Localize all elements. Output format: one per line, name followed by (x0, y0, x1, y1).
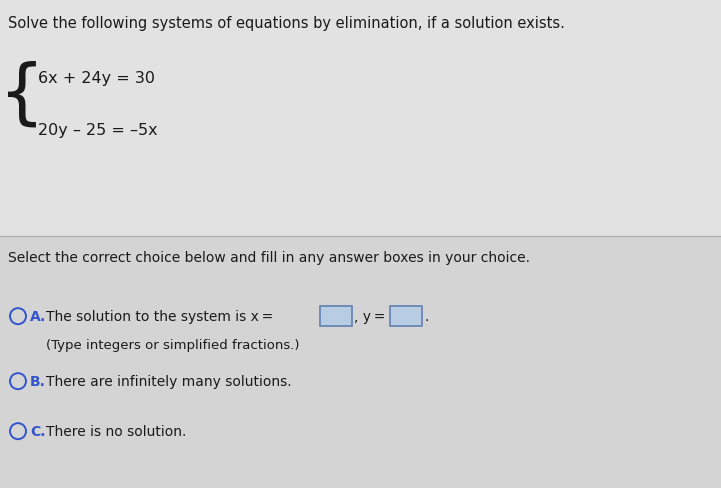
Bar (0, 237, 721, 488)
Bar (0, 0, 721, 237)
Bar (320, 306, 352, 326)
Text: There are infinitely many solutions.: There are infinitely many solutions. (46, 374, 291, 388)
Text: (Type integers or simplified fractions.): (Type integers or simplified fractions.) (46, 339, 299, 351)
Text: 6x + 24y = 30: 6x + 24y = 30 (38, 70, 155, 85)
Text: Select the correct choice below and fill in any answer boxes in your choice.: Select the correct choice below and fill… (8, 251, 530, 264)
Text: B.: B. (30, 374, 46, 388)
Text: A.: A. (30, 309, 46, 324)
Text: 20y – 25 = –5x: 20y – 25 = –5x (38, 122, 158, 137)
Text: There is no solution.: There is no solution. (46, 424, 186, 438)
Text: Solve the following systems of equations by elimination, if a solution exists.: Solve the following systems of equations… (8, 16, 565, 31)
Text: .: . (424, 309, 428, 324)
Text: {: { (0, 61, 45, 129)
Text: The solution to the system is x =: The solution to the system is x = (46, 309, 273, 324)
Bar (390, 306, 422, 326)
Text: C.: C. (30, 424, 45, 438)
Text: , y =: , y = (354, 309, 386, 324)
